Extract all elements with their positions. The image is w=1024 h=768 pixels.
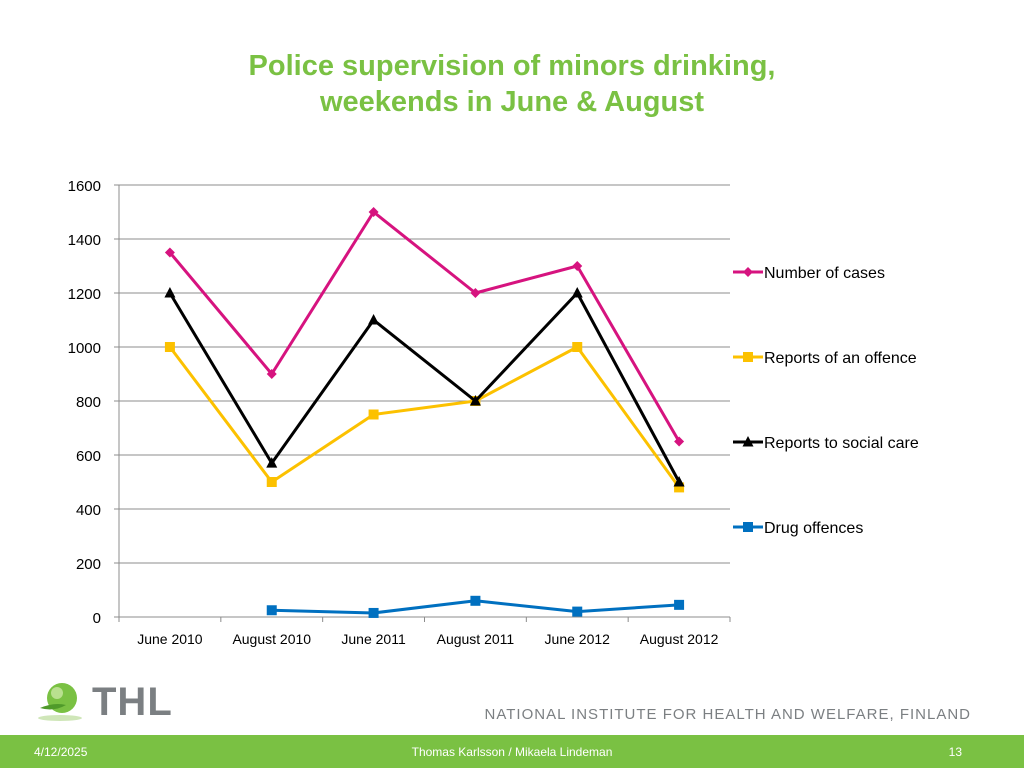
tick-label-y-1400: 1400	[68, 232, 101, 249]
tick-label-y-200: 200	[76, 556, 101, 573]
title-line-2: weekends in June & August	[319, 86, 705, 118]
legend-label-2: Reports of an offence	[764, 350, 917, 367]
institute-name: NATIONAL INSTITUTE FOR HEALTH AND WELFAR…	[484, 706, 971, 723]
series-line-2	[168, 345, 681, 489]
series-3-point-3	[368, 314, 380, 325]
series-4-point-6	[674, 599, 685, 610]
slide-title: Police supervision of minors drinking, w…	[0, 48, 1024, 120]
series-line-1	[168, 210, 681, 443]
series-1-point-3	[368, 207, 379, 217]
tick-label-y-0: 0	[93, 610, 101, 627]
series-4-point-3	[368, 607, 379, 618]
footer-date: 4/12/2025	[34, 745, 88, 759]
legend-label-3: Reports to social care	[764, 435, 919, 452]
series-1-point-5	[572, 261, 583, 271]
tick-label-y-1600: 1600	[68, 178, 101, 195]
series-line-3	[168, 291, 681, 483]
tick-label-x-4: August 2011	[437, 631, 515, 647]
footer-bar: 4/12/2025 Thomas Karlsson / Mikaela Lind…	[0, 735, 1024, 768]
series-2-point-5	[572, 342, 583, 352]
thl-logo-icon	[38, 683, 82, 721]
footer-author: Thomas Karlsson / Mikaela Lindeman	[411, 745, 613, 759]
tick-label-y-1200: 1200	[68, 286, 101, 303]
tick-label-x-3: June 2011	[341, 631, 406, 647]
legend-marker-3	[742, 436, 754, 447]
tick-label-x-1: June 2010	[137, 631, 203, 647]
title-line-1: Police supervision of minors drinking,	[248, 50, 776, 82]
series-3-point-5	[571, 287, 583, 298]
legend-label-4: Drug offences	[764, 520, 863, 537]
tick-label-x-5: June 2012	[545, 631, 611, 647]
legend-marker-1	[743, 267, 753, 277]
series-2-point-1	[164, 342, 175, 352]
series-2-point-6	[674, 482, 685, 493]
tick-label-y-1000: 1000	[68, 340, 101, 357]
legend-marker-4	[743, 522, 753, 532]
line-chart: 0 200 400 600 800 1000 1200 1400 1600 June 2010 Au…	[68, 178, 919, 647]
series-3-point-6	[673, 476, 685, 487]
series-3-point-4	[469, 395, 481, 406]
series-2-point-2	[266, 477, 277, 487]
series-1-point-6	[674, 436, 685, 447]
legend-marker-2	[743, 352, 753, 362]
series-1-point-2	[266, 369, 277, 379]
tick-label-y-400: 400	[76, 502, 101, 519]
tick-label-x-2: August 2010	[232, 631, 311, 647]
series-4-point-2	[266, 605, 277, 616]
series-3-point-2	[266, 457, 278, 468]
series-2-point-3	[368, 409, 379, 420]
series-4-point-4	[470, 595, 481, 606]
legend-label-1: Number of cases	[764, 265, 885, 282]
tick-label-y-800: 800	[76, 394, 101, 411]
logo-text: THL	[92, 680, 173, 724]
tick-label-y-600: 600	[76, 448, 101, 465]
series-1-point-1	[164, 247, 175, 258]
tick-label-x-6: August 2012	[640, 631, 719, 647]
series-1-point-4	[470, 288, 481, 298]
series-3-point-1	[164, 287, 176, 298]
series-4-point-5	[572, 606, 583, 617]
page-number: 13	[948, 745, 962, 759]
